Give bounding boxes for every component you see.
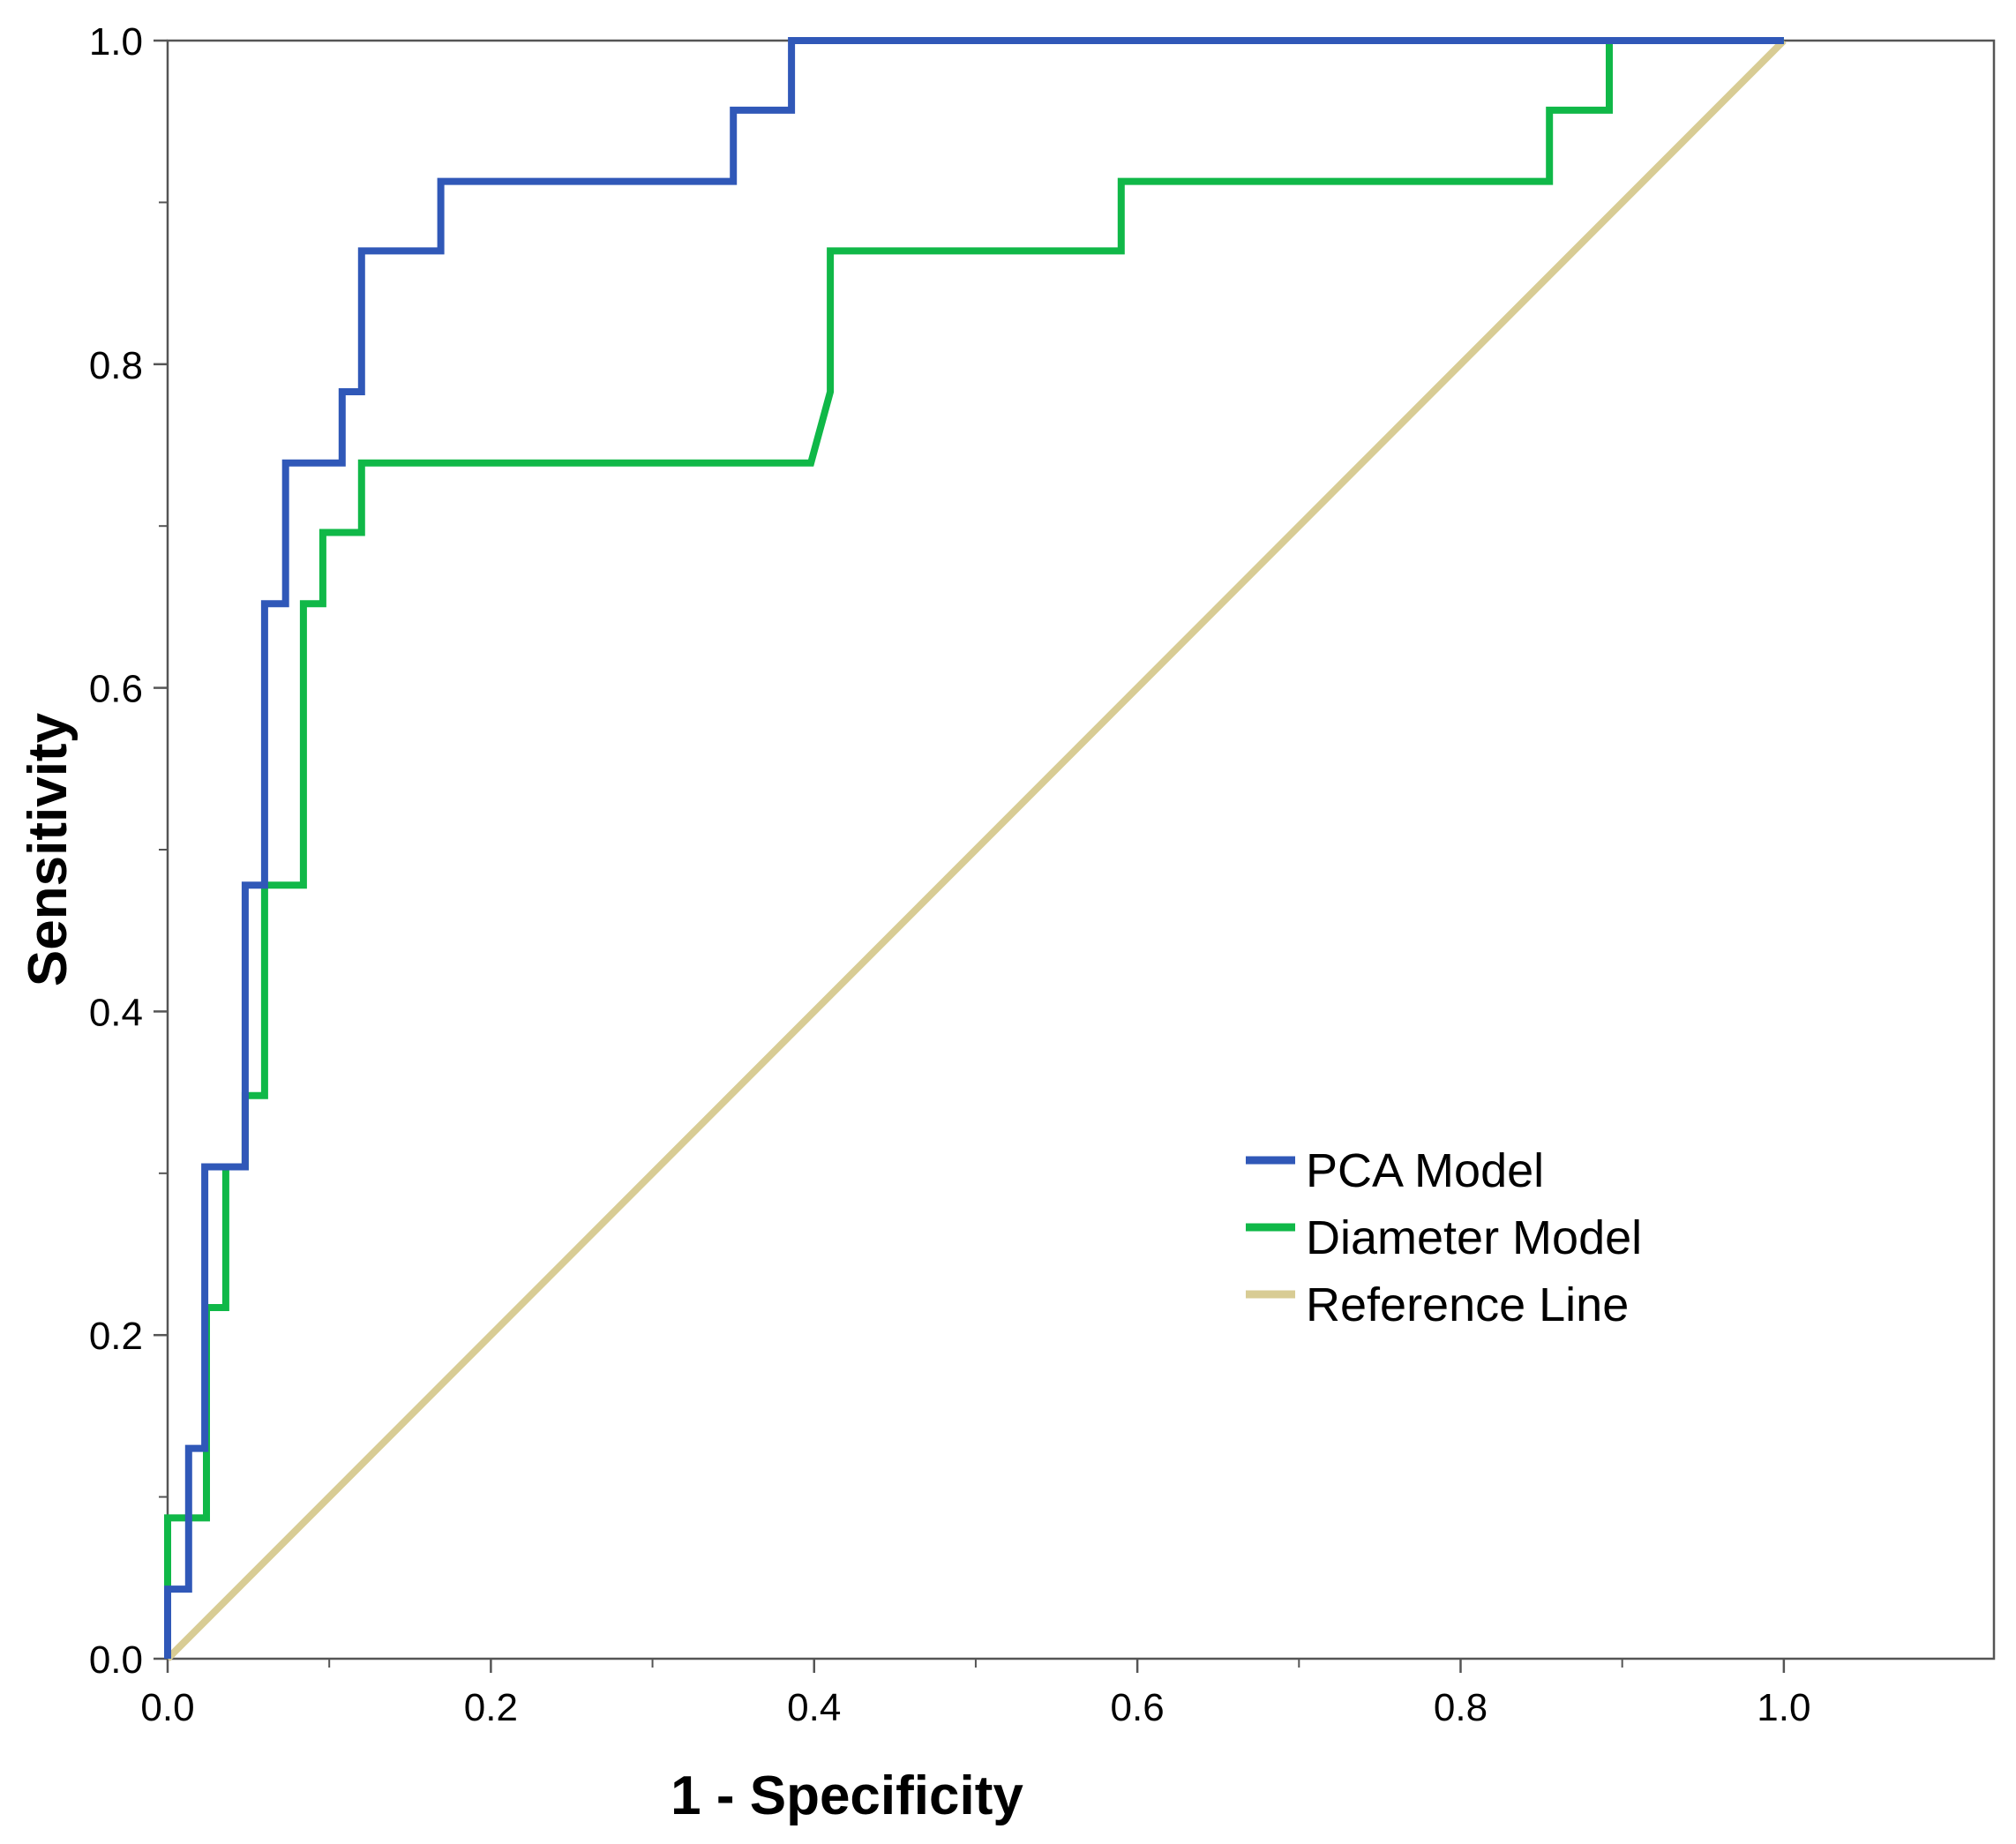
x-tick-label: 0.4 xyxy=(787,1686,841,1729)
plot-frame xyxy=(166,39,1996,1660)
series-group xyxy=(164,37,1787,1661)
y-tick-label: 1.0 xyxy=(89,20,143,64)
x-tick-label: 1.0 xyxy=(1757,1686,1810,1729)
x-tick-label: 0.6 xyxy=(1111,1686,1165,1729)
legend-label-diameter-model: Diameter Model xyxy=(1306,1211,1642,1264)
series-line-pca-model xyxy=(164,37,1784,1659)
x-axis-title: 1 - Specificity xyxy=(671,1765,1023,1826)
legend-label-reference-line: Reference Line xyxy=(1306,1278,1629,1331)
legend-label-pca-model: PCA Model xyxy=(1306,1144,1544,1197)
x-tick-label: 0.0 xyxy=(140,1686,194,1729)
y-tick-label: 0.6 xyxy=(89,668,143,711)
series-line-reference-line xyxy=(165,38,1787,1661)
y-axis-title: Sensitivity xyxy=(18,712,79,986)
legend: PCA Model Diameter Model Reference Line xyxy=(1246,1144,1642,1331)
plot-frame-group xyxy=(166,39,1996,1660)
y-tick-label: 0.2 xyxy=(89,1315,143,1358)
y-tick-label: 0.0 xyxy=(89,1638,143,1682)
series-line-diameter-model xyxy=(164,37,1784,1659)
x-tick-label: 0.8 xyxy=(1434,1686,1488,1729)
y-tick-label: 0.8 xyxy=(89,344,143,387)
y-tick-label: 0.4 xyxy=(89,991,143,1034)
ticks-group: 0.0 0.2 0.4 0.6 0.8 1.0 0.0 0.2 0.4 0.6 0.8 1.0 xyxy=(89,20,1811,1729)
x-tick-label: 0.2 xyxy=(464,1686,518,1729)
